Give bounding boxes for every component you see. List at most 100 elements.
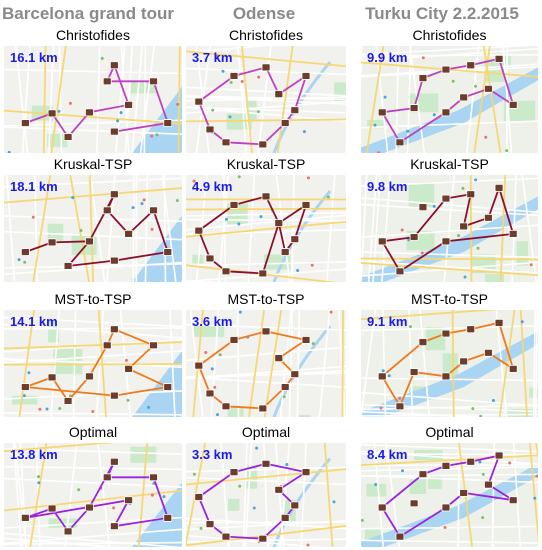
poi-marker <box>149 206 158 215</box>
tour-distance-label: 3.3 km <box>192 447 233 462</box>
column-title: Turku City 2.2.2015 <box>365 4 519 23</box>
algorithm-title: MST-to-TSP <box>227 291 305 307</box>
route-map: 3.7 km <box>186 46 346 153</box>
map-canvas <box>186 310 346 417</box>
poi-marker <box>441 503 451 512</box>
poi-marker <box>85 237 94 246</box>
poi-marker <box>163 119 173 127</box>
route-map: 3.3 km <box>186 443 346 547</box>
map-canvas <box>361 443 538 547</box>
poi-marker <box>280 513 290 522</box>
poi-marker <box>194 493 204 501</box>
poi-marker <box>395 138 405 147</box>
algorithm-title: Kruskal-TSP <box>410 156 489 172</box>
tour-distance-label: 13.8 km <box>10 447 58 462</box>
poi-marker <box>20 248 30 256</box>
map-canvas <box>4 310 182 417</box>
poi-marker <box>290 235 300 244</box>
poi-marker <box>395 267 405 276</box>
poi-marker <box>20 119 30 127</box>
poi-marker <box>508 496 518 505</box>
tour-distance-label: 9.1 km <box>367 314 408 329</box>
poi-marker <box>508 364 518 373</box>
poi-marker <box>395 532 405 541</box>
algorithm-title: MST-to-TSP <box>54 291 132 307</box>
route-map: 13.8 km <box>4 443 182 547</box>
algorithm-title: Optimal <box>241 424 291 440</box>
poi-marker <box>459 222 469 231</box>
poi-marker <box>109 522 119 531</box>
poi-marker <box>418 470 428 479</box>
poi-marker <box>109 325 119 334</box>
tour-distance-label: 9.9 km <box>367 50 408 65</box>
poi-marker <box>441 237 451 246</box>
poi-marker <box>221 138 231 147</box>
poi-marker <box>124 229 133 238</box>
poi-marker <box>258 534 268 543</box>
route-map: 9.8 km <box>361 175 538 282</box>
poi-marker <box>377 237 387 246</box>
poi-marker <box>377 108 387 117</box>
poi-marker <box>459 357 469 366</box>
map-canvas <box>186 46 346 153</box>
poi-marker <box>109 127 119 136</box>
algorithm-title: MST-to-TSP <box>410 291 488 307</box>
poi-marker <box>258 404 268 413</box>
poi-marker <box>466 190 476 199</box>
poi-marker <box>484 480 493 489</box>
poi-marker <box>301 72 311 80</box>
map-canvas <box>361 310 538 417</box>
tour-route <box>381 57 515 144</box>
poi-marker <box>102 473 112 482</box>
poi-marker <box>109 61 119 70</box>
poi-marker <box>409 104 419 112</box>
poi-marker <box>47 109 57 118</box>
poi-marker <box>221 267 231 276</box>
poi-marker <box>229 468 239 477</box>
tour-route <box>25 64 169 138</box>
poi-marker <box>205 254 215 263</box>
poi-marker <box>124 100 133 109</box>
poi-marker <box>47 504 57 513</box>
route-map: 4.9 km <box>186 175 346 282</box>
poi-marker <box>301 201 311 209</box>
tour-distance-label: 18.1 km <box>10 179 58 194</box>
poi-marker <box>280 119 290 127</box>
poi-marker <box>484 84 493 93</box>
poi-marker <box>149 77 158 86</box>
poi-marker <box>63 262 73 270</box>
poi-marker <box>409 368 419 376</box>
route-map: 14.1 km <box>4 310 182 417</box>
map-canvas <box>4 443 182 547</box>
poi-marker <box>290 106 300 115</box>
poi-marker <box>261 459 271 468</box>
poi-marker <box>377 372 387 381</box>
poi-marker <box>47 373 57 382</box>
poi-marker <box>418 203 428 212</box>
map-canvas <box>361 175 538 282</box>
algorithm-title: Christofides <box>229 27 303 43</box>
poi-marker <box>163 513 173 522</box>
poi-marker <box>409 499 419 508</box>
poi-marker <box>441 461 451 470</box>
poi-marker <box>418 338 428 347</box>
poi-marker <box>20 383 30 391</box>
poi-marker <box>274 219 284 228</box>
tour-distance-label: 8.4 km <box>367 447 408 462</box>
poi-marker <box>418 74 428 83</box>
poi-marker <box>274 354 284 363</box>
tour-distance-label: 4.9 km <box>192 179 233 194</box>
poi-marker <box>258 269 268 278</box>
poi-marker <box>258 140 268 149</box>
poi-marker <box>124 364 133 373</box>
tour-distance-label: 16.1 km <box>10 50 58 65</box>
poi-marker <box>301 468 311 477</box>
poi-marker <box>280 248 290 256</box>
poi-marker <box>194 226 204 235</box>
poi-marker <box>261 63 271 72</box>
algorithm-title: Christofides <box>56 27 130 43</box>
poi-marker <box>194 97 204 106</box>
poi-marker <box>441 194 451 203</box>
poi-marker <box>20 513 30 522</box>
tour-distance-label: 3.6 km <box>192 314 233 329</box>
